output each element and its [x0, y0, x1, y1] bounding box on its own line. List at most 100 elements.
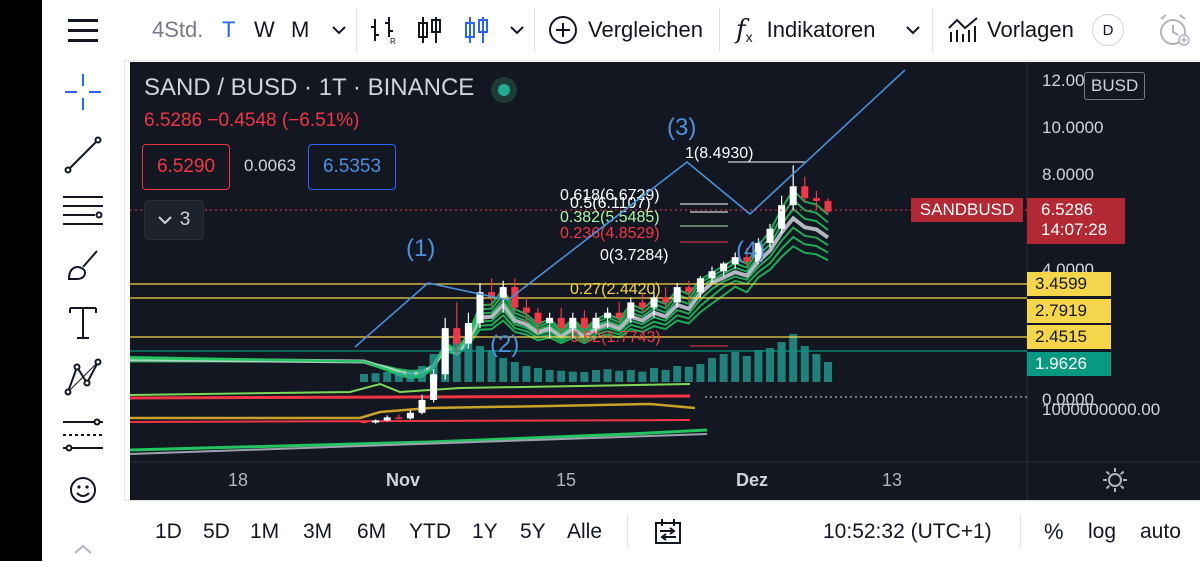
- auto-scale-toggle[interactable]: auto: [1140, 519, 1181, 543]
- wave-path: [354, 69, 906, 348]
- range-5y-button[interactable]: 5Y: [520, 519, 546, 543]
- wave-label: (1): [406, 235, 435, 262]
- brush-icon[interactable]: [42, 240, 124, 290]
- indicators-chevron-icon[interactable]: [906, 0, 920, 60]
- volume-bar: [754, 350, 763, 382]
- price-change: 6.5286 −0.4548 (−6.51%): [144, 110, 360, 131]
- volume-bar: [742, 356, 751, 382]
- trend-line-icon[interactable]: [42, 130, 124, 180]
- crosshair-icon[interactable]: [42, 67, 124, 117]
- emoji-icon[interactable]: [42, 465, 124, 515]
- candle-body: [650, 297, 658, 308]
- axis-tick: 10.0000: [1042, 118, 1104, 137]
- pattern-tool-icon[interactable]: [42, 352, 124, 402]
- wave-label: (3): [667, 114, 696, 141]
- wave-label: (2): [490, 331, 519, 358]
- log-scale-toggle[interactable]: log: [1088, 519, 1117, 543]
- volume-bar: [568, 371, 577, 382]
- text-tool-icon[interactable]: [42, 298, 124, 348]
- volume-bar: [534, 368, 542, 382]
- sell-price-box[interactable]: 6.5290: [142, 144, 230, 190]
- percent-scale-toggle[interactable]: %: [1044, 518, 1064, 544]
- interval-day-button[interactable]: T: [222, 17, 236, 42]
- volume-bar: [418, 366, 426, 382]
- wave-label: (4): [736, 237, 765, 264]
- candle-body: [546, 317, 554, 323]
- volume-bar: [603, 369, 612, 382]
- currency-label[interactable]: BUSD: [1084, 72, 1146, 100]
- range-6m-button[interactable]: 6M: [357, 519, 387, 543]
- time-tick: 15: [556, 470, 577, 490]
- prediction-tool-icon[interactable]: [42, 410, 124, 460]
- range-1m-button[interactable]: 1M: [250, 519, 280, 543]
- templates-button[interactable]: Vorlagen: [947, 0, 1074, 60]
- drawing-toolbar: [42, 0, 125, 561]
- buy-price-box[interactable]: 6.5353: [308, 144, 396, 190]
- chart-canvas[interactable]: 1(8.4930) 0.618(6.6729)0.5(6.1107)0.382(5…: [130, 62, 1200, 500]
- interval-week-button[interactable]: W: [254, 17, 275, 42]
- candle-body: [464, 322, 472, 344]
- avatar[interactable]: D: [1092, 0, 1124, 60]
- bar-chart-type-icon[interactable]: R: [369, 0, 399, 60]
- goto-date-icon[interactable]: [654, 501, 682, 562]
- symbol-title[interactable]: SAND / BUSD · 1T · BINANCE: [144, 74, 475, 101]
- function-icon: f: [736, 15, 746, 45]
- price-axis-bg: [1027, 62, 1200, 462]
- hollow-candles-chart-type-icon[interactable]: [464, 0, 490, 60]
- candle-body: [766, 228, 774, 243]
- volume-bar: [452, 334, 461, 382]
- range-ytd-button[interactable]: YTD: [409, 519, 451, 543]
- volume-bar: [696, 364, 705, 382]
- volume-bar: [731, 352, 740, 382]
- last-price-value: 6.5286: [1041, 200, 1093, 219]
- candle-body: [615, 312, 623, 318]
- indicator-count: 3: [179, 209, 191, 230]
- volume-bar: [650, 368, 658, 382]
- fib-retracement-icon[interactable]: [42, 185, 124, 235]
- volume-bar: [777, 342, 786, 382]
- alarm-icon[interactable]: [1156, 0, 1190, 60]
- timezone-clock[interactable]: 10:52:32 (UTC+1): [823, 519, 992, 543]
- candle-body: [708, 271, 716, 279]
- candle-body: [673, 287, 681, 303]
- volume-bar: [766, 348, 774, 382]
- range-5d-button[interactable]: 5D: [203, 519, 230, 543]
- level-price-tag: 2.7919: [1027, 299, 1111, 323]
- volume-bar: [510, 362, 519, 382]
- chart-type-chevron-icon[interactable]: [510, 0, 524, 60]
- candle-body: [604, 312, 612, 318]
- level-price-tag: 3.4599: [1027, 272, 1111, 296]
- menu-icon[interactable]: [42, 5, 124, 55]
- range-1y-button[interactable]: 1Y: [472, 519, 498, 543]
- indicators-collapse-button[interactable]: 3: [144, 200, 204, 240]
- level-price-tag: 2.4515: [1027, 325, 1111, 349]
- chevron-up-icon[interactable]: [42, 536, 124, 561]
- fib-level-label: 1(8.4930): [685, 145, 754, 162]
- candle-body: [511, 287, 519, 308]
- range-all-button[interactable]: Alle: [567, 519, 603, 543]
- axis-tick: 12.00: [1042, 71, 1085, 90]
- candle-body: [406, 412, 414, 419]
- volume-bar: [406, 370, 415, 382]
- volume-bar: [464, 342, 473, 382]
- volume-bar: [580, 372, 589, 382]
- interval-selector[interactable]: 4Std.: [152, 17, 204, 42]
- volume-bar: [812, 354, 821, 382]
- chart-settings-gear-icon[interactable]: [1102, 467, 1128, 498]
- last-price-tag: 6.5286 14:07:28: [1027, 198, 1125, 244]
- market-status-icon[interactable]: [491, 77, 517, 103]
- interval-dropdown-chevron-icon[interactable]: [332, 0, 346, 60]
- volume-bar: [383, 372, 392, 382]
- candle-body: [638, 302, 646, 308]
- indicator-line: [130, 382, 691, 396]
- range-3m-button[interactable]: 3M: [303, 519, 333, 543]
- compare-button[interactable]: Vergleichen: [548, 0, 703, 60]
- interval-month-button[interactable]: M: [291, 17, 310, 42]
- range-1d-button[interactable]: 1D: [155, 519, 182, 543]
- candle-body: [522, 307, 530, 313]
- chart-pane[interactable]: 1(8.4930) 0.618(6.6729) 0.5(6.1107) 0.382(5…: [130, 62, 1200, 500]
- candles-chart-type-icon[interactable]: [417, 0, 443, 60]
- indicator-line: [130, 402, 696, 420]
